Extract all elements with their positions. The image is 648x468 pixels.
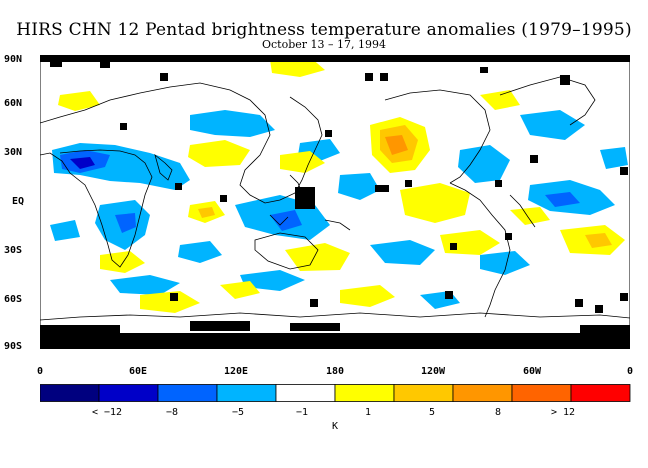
colorbar-label-2: −8 bbox=[165, 407, 179, 418]
colorbar-label-4: −1 bbox=[295, 407, 309, 418]
lat-label-90n: 90N bbox=[4, 54, 23, 65]
colorbar-unit: K bbox=[331, 421, 339, 432]
lat-label-30n: 30N bbox=[4, 147, 23, 158]
anomaly-map bbox=[40, 55, 630, 349]
lon-label-0: 0 bbox=[36, 366, 44, 377]
coastlines bbox=[40, 76, 630, 321]
colorbar-label-1: < −12 bbox=[91, 407, 123, 418]
lat-label-eq: EQ bbox=[12, 196, 25, 207]
lat-label-90s: 90S bbox=[4, 341, 23, 352]
colorbar-swatch bbox=[570, 384, 631, 402]
colorbar-swatch bbox=[393, 384, 454, 402]
lon-label-60e: 60E bbox=[128, 366, 148, 377]
lat-label-60n: 60N bbox=[4, 98, 23, 109]
lat-label-60s: 60S bbox=[4, 294, 23, 305]
colorbar-label-6: 5 bbox=[428, 407, 436, 418]
lat-label-30s: 30S bbox=[4, 245, 23, 256]
lon-label-120e: 120E bbox=[223, 366, 249, 377]
missing-data bbox=[40, 55, 630, 349]
lon-label-120w: 120W bbox=[420, 366, 446, 377]
colorbar-swatch bbox=[452, 384, 513, 402]
lon-label-0-east: 0 bbox=[626, 366, 634, 377]
colorbar-swatch bbox=[275, 384, 336, 402]
lon-label-60w: 60W bbox=[522, 366, 542, 377]
colorbar-swatch bbox=[511, 384, 572, 402]
colorbar-swatch bbox=[216, 384, 277, 402]
colorbar-label-5: 1 bbox=[364, 407, 372, 418]
colorbar-label-8: > 12 bbox=[550, 407, 576, 418]
lon-label-180: 180 bbox=[325, 366, 345, 377]
colorbar-label-3: −5 bbox=[231, 407, 245, 418]
colorbar-swatch bbox=[157, 384, 218, 402]
colorbar-swatch bbox=[98, 384, 159, 402]
colorbar-swatch bbox=[40, 384, 100, 402]
map-title: HIRS CHN 12 Pentad brightness temperatur… bbox=[16, 20, 632, 40]
colorbar-label-7: 8 bbox=[494, 407, 502, 418]
map-subtitle: October 13 – 17, 1994 bbox=[261, 38, 386, 51]
colorbar-swatch bbox=[334, 384, 395, 402]
colorbar bbox=[40, 384, 631, 402]
